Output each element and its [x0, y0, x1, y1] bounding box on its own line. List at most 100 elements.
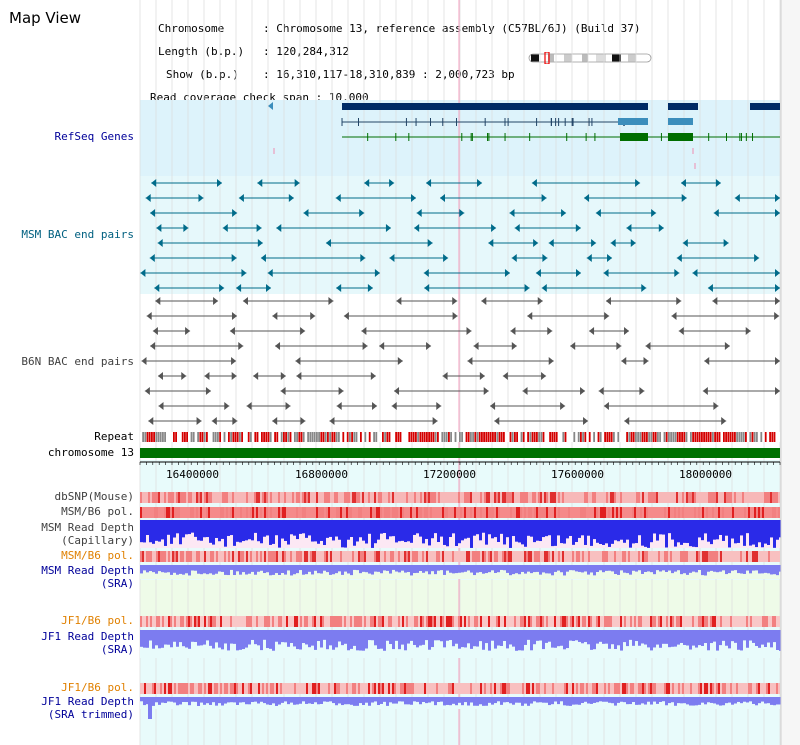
depth-bar: [665, 697, 668, 706]
depth-bar: [557, 520, 560, 536]
track-label-chromosome[interactable]: chromosome 13: [47, 446, 134, 459]
depth-bar: [512, 697, 515, 705]
depth-bar: [446, 565, 449, 571]
heat-strip-cell: [350, 507, 352, 518]
bac-end-arrow: [560, 402, 566, 410]
heat-strip-cell: [654, 616, 656, 627]
depth-bar: [371, 697, 374, 703]
depth-bar: [185, 565, 188, 574]
depth-bar: [611, 630, 614, 645]
heat-strip-cell: [656, 507, 658, 518]
heat-strip-cell: [306, 616, 308, 627]
heat-strip-cell: [610, 492, 612, 503]
depth-bar: [557, 630, 560, 647]
heat-strip-cell: [210, 683, 212, 694]
depth-bar: [575, 630, 578, 641]
heat-strip-cell: [494, 507, 496, 518]
depth-bar: [143, 697, 146, 706]
depth-bar: [158, 697, 161, 705]
depth-bar: [767, 565, 770, 574]
heat-strip-cell: [152, 616, 154, 627]
bac-end-arrow: [561, 209, 567, 217]
repeat-mark: [529, 432, 532, 442]
heat-strip-cell: [762, 507, 764, 518]
track-label-msm-depth-capillary[interactable]: MSM Read Depth: [41, 521, 134, 534]
heat-strip-cell: [300, 551, 302, 562]
heat-strip-cell: [464, 507, 466, 518]
heat-strip-cell: [454, 616, 456, 627]
repeat-mark: [166, 432, 169, 442]
repeat-mark: [659, 432, 661, 442]
track-label-jf1-depth-trimmed[interactable]: JF1 Read Depth: [41, 695, 134, 708]
heat-strip-cell: [254, 616, 256, 627]
depth-bar: [224, 697, 227, 704]
track-label-msm-bac[interactable]: MSM BAC end pairs: [21, 228, 134, 241]
depth-bar: [305, 630, 308, 645]
track-label-b6n-bac[interactable]: B6N BAC end pairs: [21, 355, 134, 368]
heat-strip-cell: [706, 507, 708, 518]
track-label-refseq-genes[interactable]: RefSeq Genes: [54, 130, 134, 143]
track-label-jf1-b6-pol-1[interactable]: JF1/B6 pol.: [61, 614, 134, 627]
bac-end-arrow: [181, 372, 187, 380]
track-label-jf1-b6-pol-2[interactable]: JF1/B6 pol.: [61, 681, 134, 694]
heat-strip-cell: [696, 683, 698, 694]
track-label-msm-depth-sra[interactable]: MSM Read Depth: [41, 564, 134, 577]
heat-strip-cell: [768, 616, 770, 627]
track-label-msm-b6-pol-2[interactable]: MSM/B6 pol.: [61, 549, 134, 562]
depth-bar: [365, 697, 368, 703]
heat-strip-cell: [682, 616, 684, 627]
heat-strip-cell: [568, 616, 570, 627]
depth-bar: [590, 565, 593, 573]
heat-strip-cell: [410, 683, 412, 694]
depth-bar: [359, 520, 362, 538]
depth-bar: [173, 697, 176, 703]
heat-strip-cell: [224, 507, 226, 518]
heat-strip-cell: [598, 683, 600, 694]
heat-strip-cell: [244, 507, 246, 518]
depth-bar: [227, 630, 230, 651]
bac-end-arrow: [303, 209, 309, 217]
depth-bar: [695, 520, 698, 548]
heat-strip-cell: [394, 492, 396, 503]
heat-strip-cell: [676, 492, 678, 503]
depth-bar: [533, 697, 536, 702]
repeat-mark: [560, 432, 562, 442]
bac-end-arrow: [217, 179, 223, 187]
repeat-mark: [450, 432, 452, 442]
repeat-mark: [615, 432, 617, 442]
heat-strip-cell: [376, 507, 378, 518]
heat-strip-cell: [580, 616, 582, 627]
bac-end-arrow: [155, 297, 161, 305]
heat-strip-cell: [718, 616, 720, 627]
heat-strip-cell: [282, 507, 284, 518]
chromosome-ideogram[interactable]: [528, 52, 652, 64]
heat-strip-cell: [720, 507, 722, 518]
heat-strip-cell: [220, 616, 222, 627]
heat-strip-cell: [538, 683, 540, 694]
bac-end-arrow: [370, 372, 376, 380]
heat-strip-cell: [608, 683, 610, 694]
depth-bar: [701, 630, 704, 646]
heat-strip-cell: [324, 492, 326, 503]
heat-strip-cell: [420, 492, 422, 503]
heat-strip-cell: [328, 616, 330, 627]
bac-end-arrow: [364, 179, 370, 187]
repeat-mark: [351, 432, 353, 442]
repeat-mark: [406, 432, 408, 442]
heat-strip-cell: [206, 683, 208, 694]
track-label-msm-b6-pol-1[interactable]: MSM/B6 pol.: [61, 505, 134, 518]
heat-strip-cell: [288, 551, 290, 562]
track-label-repeat[interactable]: Repeat: [94, 430, 134, 443]
depth-bar: [383, 520, 386, 533]
heat-strip-cell: [500, 683, 502, 694]
depth-bar: [548, 565, 551, 574]
repeat-mark: [324, 432, 327, 442]
depth-bar: [212, 697, 215, 703]
track-label-dbsnp[interactable]: dbSNP(Mouse): [54, 490, 134, 503]
track-label-jf1-depth-sra[interactable]: JF1 Read Depth: [41, 630, 134, 643]
depth-bar: [218, 697, 221, 704]
depth-bar: [203, 565, 206, 574]
depth-bar: [407, 565, 410, 573]
heat-strip-cell: [196, 683, 198, 694]
heat-strip-cell: [668, 616, 670, 627]
